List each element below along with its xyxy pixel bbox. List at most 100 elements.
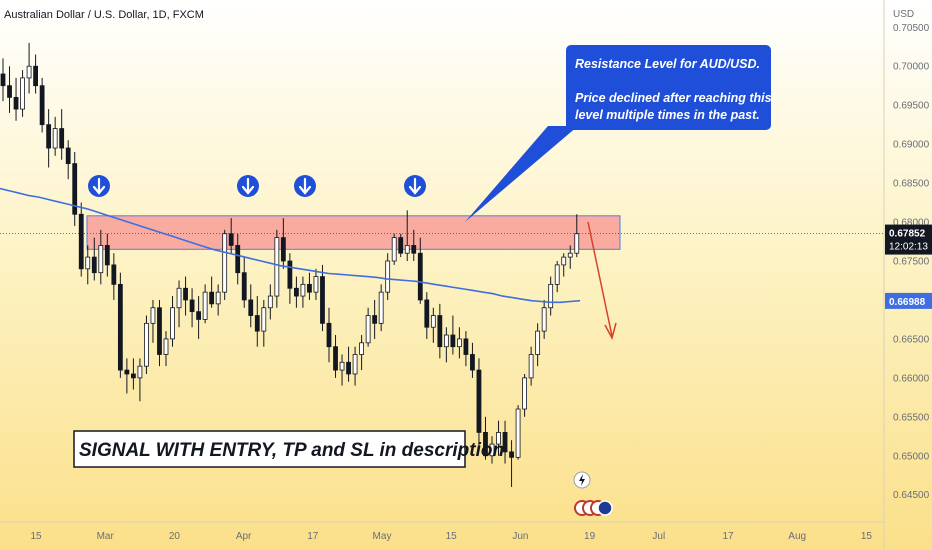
candle-bull [561,256,567,266]
candle-bull [385,260,391,293]
candles-layer [0,42,580,487]
resistance-zone-layer [0,215,884,250]
candle-bull [150,307,156,324]
y-tick-label: 0.69500 [893,101,930,112]
down-arrow-glyph [298,177,312,195]
y-tick-label: 0.68000 [893,218,930,229]
down-arrow-icon [237,175,259,197]
candle-bear [287,260,293,289]
candle-bull [85,256,91,270]
candle-bull [215,291,221,305]
resistance-callout: Resistance Level for AUD/USD. Price decl… [465,45,772,222]
resistance-arrows-layer [88,175,426,197]
candle-bear [59,128,65,149]
candle-bear [437,315,443,348]
callout-line-1: Resistance Level for AUD/USD. [575,57,760,71]
candle-bull [339,361,345,371]
candle-bear [124,369,130,375]
event-icons[interactable] [573,471,613,516]
candle-bull [574,233,580,254]
down-arrow-icon [404,175,426,197]
candle-bear [293,287,299,297]
candle-bear [46,124,52,149]
candle-bear [39,85,45,126]
moving-average-layer [0,187,581,304]
candle-bull [176,287,182,309]
candle-bear [463,338,469,355]
candle-bear [7,85,12,98]
callout-line-3: Price declined after reaching this [575,91,772,105]
candle-bear [248,299,254,316]
candle-bull [137,365,143,379]
candle-bull [163,338,169,355]
candle-bull [359,342,365,355]
candle-bull [313,276,319,293]
candle-bull [489,443,495,457]
candle-bull [267,295,273,309]
candle-bear [476,369,482,433]
au-flag-icon[interactable] [597,500,613,516]
x-tick-label: May [373,531,392,542]
candle-bull [365,315,371,344]
candle-bear [65,147,71,165]
x-tick-label: 15 [30,531,42,542]
down-arrow-glyph [92,177,106,195]
x-tick-label: Mar [97,531,115,542]
down-arrow-glyph [408,177,422,195]
candle-bear [320,276,325,324]
candle-bull [222,233,228,293]
x-tick-label: Apr [236,531,252,542]
x-tick-label: Jun [512,531,528,542]
time-axis[interactable]: 15 Mar 20 Apr 17 May 15 Jun 19 Jul 17 Aug 15 [30,531,872,542]
y-tick-label: 0.65000 [893,451,930,462]
x-tick-label: 17 [722,531,734,542]
candle-bear [0,73,6,87]
candle-bear [235,245,241,274]
candle-bull [20,77,25,110]
signal-banner: SIGNAL WITH ENTRY, TP and SL in descript… [73,430,504,468]
candle-bear [111,264,117,285]
x-tick-label: 20 [169,531,181,542]
y-tick-label: 0.70000 [893,62,930,73]
candle-bull [496,432,501,445]
candle-bear [411,245,417,254]
candle-bull [202,291,208,320]
callout-line-4: level multiple times in the past. [575,108,760,122]
candle-bull [144,322,149,367]
candle-bear [33,65,38,87]
candle-bull [98,245,104,274]
candle-bear [104,245,110,266]
candle-bull [541,307,547,332]
moving-average-line [0,187,581,304]
y-tick-label: 0.64500 [893,490,930,501]
candle-bull [554,264,560,285]
candle-bull [52,128,58,149]
candle-bear [189,299,195,313]
chart-title: Australian Dollar / U.S. Dollar, 1D, FXC… [4,9,204,21]
candle-bear [130,373,136,379]
candle-bear [417,252,423,301]
candle-bull [548,283,554,309]
price-axis[interactable]: 0.70500 0.70000 0.69500 0.69000 0.68500 0.680… [893,23,930,501]
candle-bull [430,315,436,328]
candle-bull [456,338,462,348]
candle-bear [483,432,488,457]
candle-bear [346,361,351,375]
x-tick-label: Aug [788,531,806,542]
y-tick-label: 0.69000 [893,140,930,151]
y-tick-label: 0.68500 [893,179,930,190]
candle-bear [502,432,508,453]
candle-bear [333,346,338,371]
candle-bear [228,233,234,246]
y-tick-label: 0.67500 [893,257,930,268]
projection-arrow [587,221,617,341]
candle-bear [326,322,332,348]
candle-bear [157,307,162,355]
x-tick-label: 17 [307,531,319,542]
candle-bull [535,330,541,355]
x-tick-label: 15 [861,531,873,542]
candle-bear [372,315,378,324]
candle-bull [261,307,267,332]
